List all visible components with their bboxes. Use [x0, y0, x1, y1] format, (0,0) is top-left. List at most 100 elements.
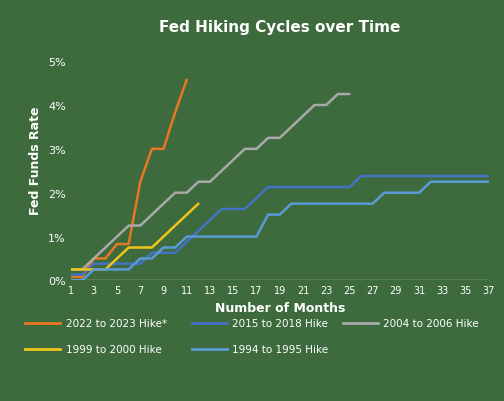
1999 to 2000 Hike: [79, 267, 85, 272]
2022 to 2023 Hike*: [79, 275, 85, 279]
2015 to 2018 Hike: [486, 174, 492, 179]
1994 to 1995 Hike: [451, 180, 457, 185]
2015 to 2018 Hike: [196, 229, 202, 234]
2015 to 2018 Hike: [160, 251, 166, 255]
1994 to 1995 Hike: [323, 202, 329, 207]
Text: 1999 to 2000 Hike: 1999 to 2000 Hike: [66, 344, 161, 354]
1994 to 1995 Hike: [346, 202, 352, 207]
2015 to 2018 Hike: [207, 218, 213, 223]
2022 to 2023 Hike*: [102, 256, 108, 261]
1994 to 1995 Hike: [335, 202, 341, 207]
2022 to 2023 Hike*: [172, 111, 178, 115]
Y-axis label: Fed Funds Rate: Fed Funds Rate: [29, 106, 42, 215]
1994 to 1995 Hike: [91, 267, 97, 272]
2004 to 2006 Hike: [242, 147, 248, 152]
Text: 2004 to 2006 Hike: 2004 to 2006 Hike: [383, 318, 479, 328]
Line: 2004 to 2006 Hike: 2004 to 2006 Hike: [71, 95, 349, 270]
2015 to 2018 Hike: [125, 262, 132, 267]
2015 to 2018 Hike: [254, 196, 260, 201]
2022 to 2023 Hike*: [114, 242, 120, 247]
2004 to 2006 Hike: [230, 158, 236, 163]
1999 to 2000 Hike: [196, 202, 202, 207]
2004 to 2006 Hike: [160, 202, 166, 207]
2015 to 2018 Hike: [114, 262, 120, 267]
Text: 2022 to 2023 Hike*: 2022 to 2023 Hike*: [66, 318, 166, 328]
1994 to 1995 Hike: [358, 202, 364, 207]
2015 to 2018 Hike: [451, 174, 457, 179]
2004 to 2006 Hike: [172, 191, 178, 196]
1994 to 1995 Hike: [207, 235, 213, 239]
2015 to 2018 Hike: [288, 185, 294, 190]
1994 to 1995 Hike: [172, 245, 178, 250]
2015 to 2018 Hike: [311, 185, 318, 190]
1994 to 1995 Hike: [405, 191, 411, 196]
2022 to 2023 Hike*: [68, 275, 74, 279]
2022 to 2023 Hike*: [137, 180, 143, 185]
2004 to 2006 Hike: [68, 267, 74, 272]
2015 to 2018 Hike: [439, 174, 446, 179]
1994 to 1995 Hike: [114, 267, 120, 272]
2015 to 2018 Hike: [335, 185, 341, 190]
2004 to 2006 Hike: [149, 213, 155, 217]
2004 to 2006 Hike: [335, 92, 341, 97]
2004 to 2006 Hike: [311, 103, 318, 108]
2015 to 2018 Hike: [79, 273, 85, 277]
2004 to 2006 Hike: [125, 224, 132, 229]
2015 to 2018 Hike: [91, 262, 97, 267]
2015 to 2018 Hike: [393, 174, 399, 179]
1994 to 1995 Hike: [102, 267, 108, 272]
2004 to 2006 Hike: [196, 180, 202, 185]
1999 to 2000 Hike: [68, 267, 74, 272]
2004 to 2006 Hike: [219, 169, 225, 174]
2015 to 2018 Hike: [184, 240, 190, 245]
2015 to 2018 Hike: [474, 174, 480, 179]
1994 to 1995 Hike: [184, 235, 190, 239]
1994 to 1995 Hike: [125, 267, 132, 272]
1994 to 1995 Hike: [486, 180, 492, 185]
1994 to 1995 Hike: [196, 235, 202, 239]
1999 to 2000 Hike: [184, 213, 190, 217]
2015 to 2018 Hike: [369, 174, 375, 179]
2015 to 2018 Hike: [230, 207, 236, 212]
1994 to 1995 Hike: [137, 256, 143, 261]
2004 to 2006 Hike: [254, 147, 260, 152]
Line: 1999 to 2000 Hike: 1999 to 2000 Hike: [71, 204, 199, 270]
1999 to 2000 Hike: [125, 245, 132, 250]
1994 to 1995 Hike: [369, 202, 375, 207]
1994 to 1995 Hike: [219, 235, 225, 239]
1999 to 2000 Hike: [114, 256, 120, 261]
2022 to 2023 Hike*: [149, 147, 155, 152]
2015 to 2018 Hike: [381, 174, 387, 179]
2015 to 2018 Hike: [68, 273, 74, 277]
1994 to 1995 Hike: [393, 191, 399, 196]
1994 to 1995 Hike: [311, 202, 318, 207]
1994 to 1995 Hike: [160, 245, 166, 250]
Line: 1994 to 1995 Hike: 1994 to 1995 Hike: [71, 182, 489, 281]
1994 to 1995 Hike: [381, 191, 387, 196]
1994 to 1995 Hike: [230, 235, 236, 239]
1994 to 1995 Hike: [300, 202, 306, 207]
1994 to 1995 Hike: [149, 256, 155, 261]
2004 to 2006 Hike: [79, 267, 85, 272]
Line: 2015 to 2018 Hike: 2015 to 2018 Hike: [71, 176, 489, 275]
2015 to 2018 Hike: [416, 174, 422, 179]
1994 to 1995 Hike: [277, 213, 283, 217]
2015 to 2018 Hike: [149, 251, 155, 255]
2004 to 2006 Hike: [137, 224, 143, 229]
1999 to 2000 Hike: [137, 245, 143, 250]
1999 to 2000 Hike: [160, 235, 166, 239]
1994 to 1995 Hike: [463, 180, 469, 185]
X-axis label: Number of Months: Number of Months: [215, 301, 345, 314]
Text: 1994 to 1995 Hike: 1994 to 1995 Hike: [232, 344, 328, 354]
2015 to 2018 Hike: [300, 185, 306, 190]
2015 to 2018 Hike: [242, 207, 248, 212]
2015 to 2018 Hike: [265, 185, 271, 190]
2004 to 2006 Hike: [91, 256, 97, 261]
1994 to 1995 Hike: [439, 180, 446, 185]
2015 to 2018 Hike: [358, 174, 364, 179]
2004 to 2006 Hike: [207, 180, 213, 185]
1994 to 1995 Hike: [416, 191, 422, 196]
2015 to 2018 Hike: [219, 207, 225, 212]
2004 to 2006 Hike: [323, 103, 329, 108]
2022 to 2023 Hike*: [91, 256, 97, 261]
